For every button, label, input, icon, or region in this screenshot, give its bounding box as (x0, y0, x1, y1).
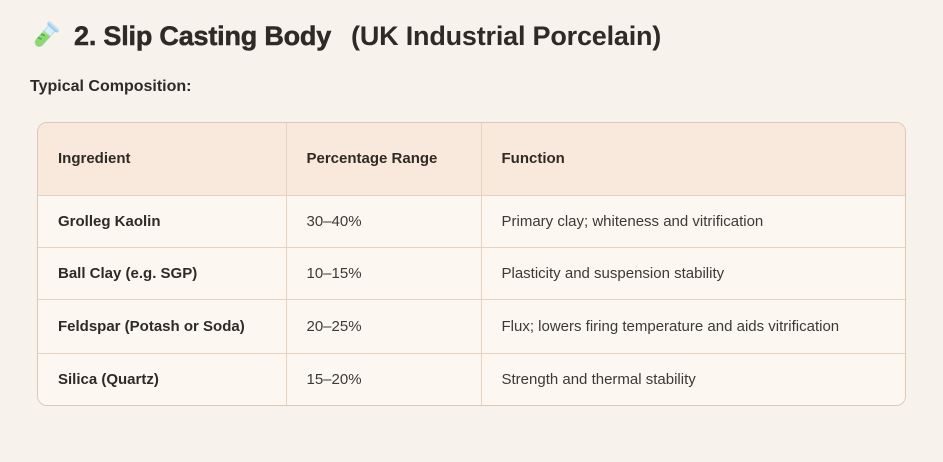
page-title-secondary: (UK Industrial Porcelain) (351, 21, 662, 51)
page-title-main: 2. Slip Casting Body (74, 21, 332, 52)
cell-percentage-range: 20–25% (285, 298, 482, 354)
composition-table-grid: Ingredient Percentage Range Function Gro… (38, 122, 905, 405)
section-label: Typical Composition: (30, 78, 192, 95)
cell-ingredient: Grolleg Kaolin (38, 194, 287, 248)
cell-ingredient: Ball Clay (e.g. SGP) (38, 246, 287, 300)
test-tube-icon (28, 19, 62, 53)
page-title: 2. Slip Casting Body (UK Industrial Porc… (0, 10, 943, 56)
column-header-percentage-range: Percentage Range (285, 122, 482, 196)
cell-function: Strength and thermal stability (480, 352, 905, 405)
cell-percentage-range: 30–40% (285, 194, 482, 248)
cell-ingredient: Feldspar (Potash or Soda) (38, 298, 287, 354)
document-page: 2. Slip Casting Body (UK Industrial Porc… (0, 10, 943, 406)
table-row: Silica (Quartz) 15–20% Strength and ther… (38, 352, 905, 405)
cell-ingredient: Silica (Quartz) (38, 352, 287, 405)
composition-table: Ingredient Percentage Range Function Gro… (37, 122, 906, 406)
cell-function: Flux; lowers firing temperature and aids… (480, 298, 905, 354)
cell-function: Primary clay; whiteness and vitrificatio… (480, 194, 905, 248)
column-header-ingredient: Ingredient (38, 122, 287, 196)
column-header-function: Function (480, 122, 905, 196)
table-row: Grolleg Kaolin 30–40% Primary clay; whit… (38, 194, 905, 248)
table-header-row: Ingredient Percentage Range Function (38, 122, 905, 196)
table-row: Ball Clay (e.g. SGP) 10–15% Plasticity a… (38, 246, 905, 300)
cell-percentage-range: 15–20% (285, 352, 482, 405)
cell-function: Plasticity and suspension stability (480, 246, 905, 300)
cell-percentage-range: 10–15% (285, 246, 482, 300)
table-row: Feldspar (Potash or Soda) 20–25% Flux; l… (38, 298, 905, 354)
